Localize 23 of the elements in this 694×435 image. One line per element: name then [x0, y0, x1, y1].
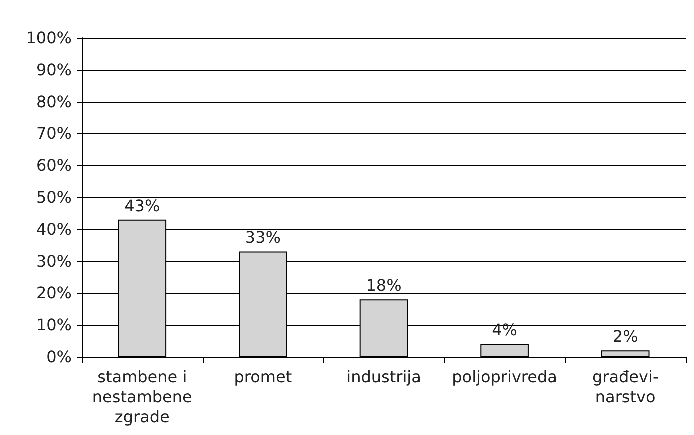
- y-tick-label: 70%: [36, 124, 72, 144]
- y-tick-label: 50%: [36, 188, 72, 207]
- x-tick-label: građevi- narstvo: [592, 368, 659, 406]
- y-tick-label: 0%: [46, 348, 72, 366]
- y-tick-label: 10%: [36, 316, 72, 335]
- bar: [601, 350, 650, 357]
- y-tick-label: 60%: [36, 156, 72, 176]
- bar: [480, 344, 529, 357]
- x-tick-label: stambene i nestambene zgrade: [92, 368, 192, 426]
- y-tick-label: 100%: [26, 28, 72, 48]
- x-tick-label: poljoprivreda: [452, 368, 558, 386]
- data-label: 33%: [245, 228, 281, 248]
- data-label: 18%: [366, 276, 402, 296]
- data-label: 43%: [124, 196, 160, 216]
- y-tick-label: 40%: [36, 220, 72, 239]
- x-tick-label: industrija: [346, 368, 422, 386]
- y-tick-label: 90%: [36, 60, 72, 80]
- x-tick-label: promet: [234, 368, 292, 386]
- data-label: 2%: [612, 327, 638, 346]
- y-tick-label: 20%: [36, 284, 72, 303]
- y-tick-label: 80%: [36, 92, 72, 112]
- data-label: 4%: [492, 320, 518, 340]
- y-tick-label: 30%: [36, 252, 72, 271]
